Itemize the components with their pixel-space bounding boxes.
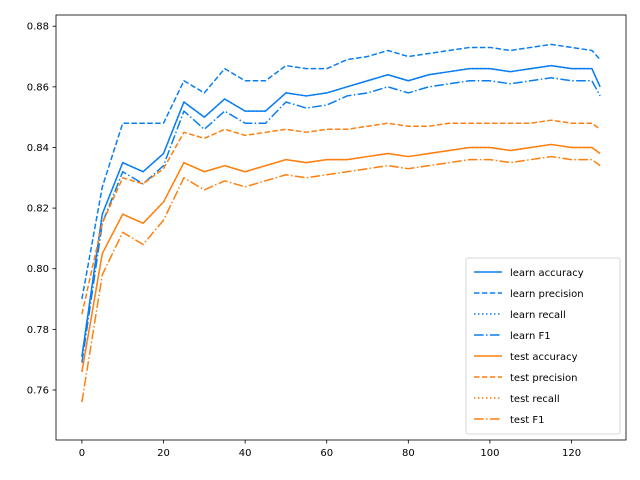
series-line-learn-recall <box>81 64 601 357</box>
x-tick-label: 60 <box>320 448 333 459</box>
series-line-test-precision <box>81 119 601 315</box>
legend-label: test recall <box>510 394 560 405</box>
series-line-test-recall <box>81 143 601 372</box>
legend-box <box>465 257 621 435</box>
series-line-test-f1 <box>81 155 601 403</box>
y-tick-label: 0.80 <box>27 264 49 275</box>
x-tick-label: 120 <box>562 448 581 459</box>
legend-label: learn F1 <box>510 331 551 342</box>
x-tick-label: 20 <box>157 448 170 459</box>
x-axis: 0 20 40 60 80 100 120 <box>79 440 581 459</box>
y-tick-label: 0.88 <box>27 22 49 33</box>
series-line-learn-f1 <box>81 77 601 363</box>
y-tick-label: 0.82 <box>27 204 49 215</box>
legend-label: learn precision <box>510 289 584 300</box>
series-layer <box>81 43 601 403</box>
x-tick-label: 40 <box>239 448 252 459</box>
y-tick-label: 0.78 <box>27 325 49 336</box>
legend-label: learn accuracy <box>510 268 584 279</box>
y-tick-label: 0.86 <box>27 82 49 93</box>
legend-label: test F1 <box>510 415 545 426</box>
y-tick-label: 0.76 <box>27 385 49 396</box>
y-axis: 0.76 0.78 0.80 0.82 0.84 0.86 0.88 <box>27 22 56 396</box>
legend-label: learn recall <box>510 310 566 321</box>
legend-label: test accuracy <box>510 352 578 363</box>
series-line-learn-precision <box>81 43 601 300</box>
plot-frame <box>55 14 627 441</box>
legend: learn accuracy learn precision learn recal… <box>465 257 621 435</box>
x-tick-label: 0 <box>79 448 85 459</box>
x-tick-label: 100 <box>480 448 499 459</box>
y-tick-label: 0.84 <box>27 143 49 154</box>
legend-label: test precision <box>510 373 578 384</box>
x-tick-label: 80 <box>402 448 415 459</box>
